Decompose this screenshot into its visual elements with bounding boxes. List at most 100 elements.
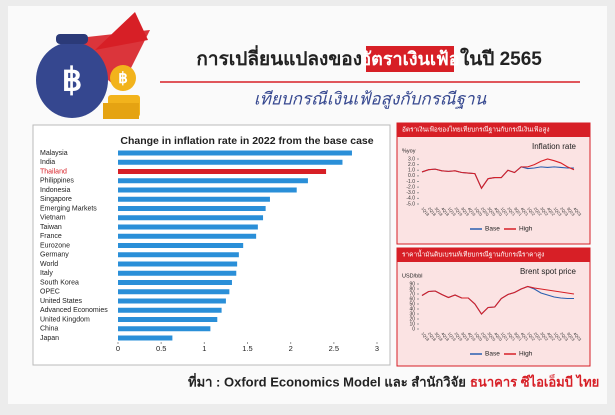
line [421, 158, 575, 190]
x-tick-label: 4Q21 [520, 331, 531, 342]
x-tick-label: 4Q23 [572, 331, 583, 342]
y-tick-label: Thailand [40, 168, 67, 175]
y-tick-label: United Kingdom [40, 316, 90, 323]
y-tick-label: Germany [40, 252, 69, 259]
x-tick-label: 3Q20 [487, 206, 498, 217]
x-tick-label: 3Q22 [539, 206, 550, 217]
panel-title: ราคาน้ำมันดิบเบรนท์เทียบกรณีฐานกับกรณีรา… [402, 250, 544, 259]
x-tick-label: 1.5 [242, 344, 252, 353]
bar [118, 187, 297, 193]
bar [118, 289, 230, 295]
y-tick-label: Vietnam [40, 215, 66, 222]
x-tick-label: 1Q23 [553, 331, 564, 342]
bar [118, 150, 352, 156]
y-tick-label: OPEC [40, 289, 60, 296]
y-tick-label: -4.0 [406, 196, 415, 202]
panel-title: อัตราเงินเฟ้อของไทยเทียบกรณีฐานกับกรณีเง… [402, 126, 550, 134]
y-tick-label: -3.0 [406, 190, 415, 196]
x-tick-label: 1 [202, 344, 206, 353]
y-tick-label: 1.0 [408, 168, 415, 174]
x-tick-label: 2Q21 [506, 331, 517, 342]
bar [118, 326, 211, 332]
x-tick-label: 2Q23 [559, 331, 570, 342]
x-tick-label: 0.5 [156, 344, 166, 353]
x-tick-label: 4Q19 [467, 331, 478, 342]
chart-title: Inflation rate [532, 142, 577, 151]
x-tick-label: 4Q20 [493, 206, 504, 217]
bar [118, 215, 264, 221]
y-tick-label: Japan [40, 335, 59, 342]
x-tick-label: 2Q21 [506, 206, 517, 217]
x-tick-label: 1Q21 [500, 206, 511, 217]
x-tick-label: 3 [375, 344, 379, 353]
x-tick-label: 4Q19 [467, 206, 478, 217]
title-end: ในปี 2565 [460, 47, 542, 70]
x-tick-label: 3Q19 [460, 331, 471, 342]
y-tick-label: United States [40, 298, 83, 305]
source-highlight: ธนาคาร ซีไอเอ็มบี ไทย [470, 372, 599, 389]
x-tick-label: 1Q18 [420, 206, 431, 217]
x-tick-label: 1Q23 [553, 206, 564, 217]
svg-text:฿: ฿ [118, 70, 128, 87]
y-tick-label: 20 [409, 316, 415, 322]
y-tick-label: Indonesia [40, 187, 70, 194]
y-tick-label: 40 [409, 306, 415, 312]
bar [118, 178, 308, 184]
x-tick-label: 3Q20 [487, 331, 498, 342]
legend-label: High [519, 226, 533, 233]
x-tick-label: 2 [289, 344, 293, 353]
x-tick-label: 1Q19 [447, 206, 458, 217]
title-highlight: อัตราเงินเฟ้อ [360, 49, 459, 69]
x-tick-label: 3Q22 [539, 331, 550, 342]
x-tick-label: 4Q23 [572, 206, 583, 217]
y-tick-label: Philippines [40, 178, 74, 185]
x-tick-label: 1Q20 [473, 331, 484, 342]
bar [118, 243, 244, 248]
panel [396, 122, 591, 245]
x-tick-label: 4Q21 [520, 206, 531, 217]
bar [118, 335, 173, 341]
x-tick-label: 1Q19 [447, 331, 458, 342]
x-tick-label: 2.5 [329, 344, 339, 353]
x-tick-label: 4Q22 [546, 331, 557, 342]
bar [118, 159, 343, 165]
bar [118, 270, 237, 276]
y-tick-label: Singapore [40, 196, 72, 203]
x-tick-label: 3Q19 [460, 206, 471, 217]
x-tick-label: 2Q22 [533, 206, 544, 217]
x-tick-label: 4Q22 [546, 206, 557, 217]
x-tick-label: 2Q18 [427, 206, 438, 217]
y-tick-label: -1.0 [406, 179, 415, 185]
bar [118, 252, 239, 258]
y-tick-label: 60 [409, 296, 415, 302]
legend-label: Base [485, 226, 500, 233]
bar [118, 206, 266, 211]
bar [118, 169, 327, 174]
x-tick-label: 3Q23 [566, 331, 577, 342]
x-tick-label: 3Q21 [513, 206, 524, 217]
y-tick-label: Advanced Economies [40, 307, 108, 314]
y-axis-label: %yoy [402, 148, 416, 154]
y-tick-label: Emerging Markets [40, 205, 97, 212]
bar [118, 261, 238, 267]
x-tick-label: 2Q22 [533, 331, 544, 342]
illustration: ฿ ฿ [36, 12, 150, 119]
bar [118, 224, 258, 230]
title-highlight-box [366, 46, 454, 72]
x-tick-label: 1Q22 [526, 206, 537, 217]
y-tick-label: South Korea [40, 279, 79, 286]
x-tick-label: 2Q18 [427, 331, 438, 342]
x-tick-label: 2Q20 [480, 206, 491, 217]
y-tick-label: 10 [409, 321, 415, 327]
y-tick-label: China [40, 326, 58, 333]
x-tick-label: 2Q19 [453, 206, 464, 217]
x-tick-label: 3Q21 [513, 331, 524, 342]
panel-header [397, 248, 590, 262]
x-tick-label: 1Q21 [500, 331, 511, 342]
bar [118, 317, 218, 322]
x-tick-label: 2Q20 [480, 331, 491, 342]
bar [118, 233, 257, 239]
x-tick-label: 2Q23 [559, 206, 570, 217]
y-tick-label: World [40, 261, 58, 268]
